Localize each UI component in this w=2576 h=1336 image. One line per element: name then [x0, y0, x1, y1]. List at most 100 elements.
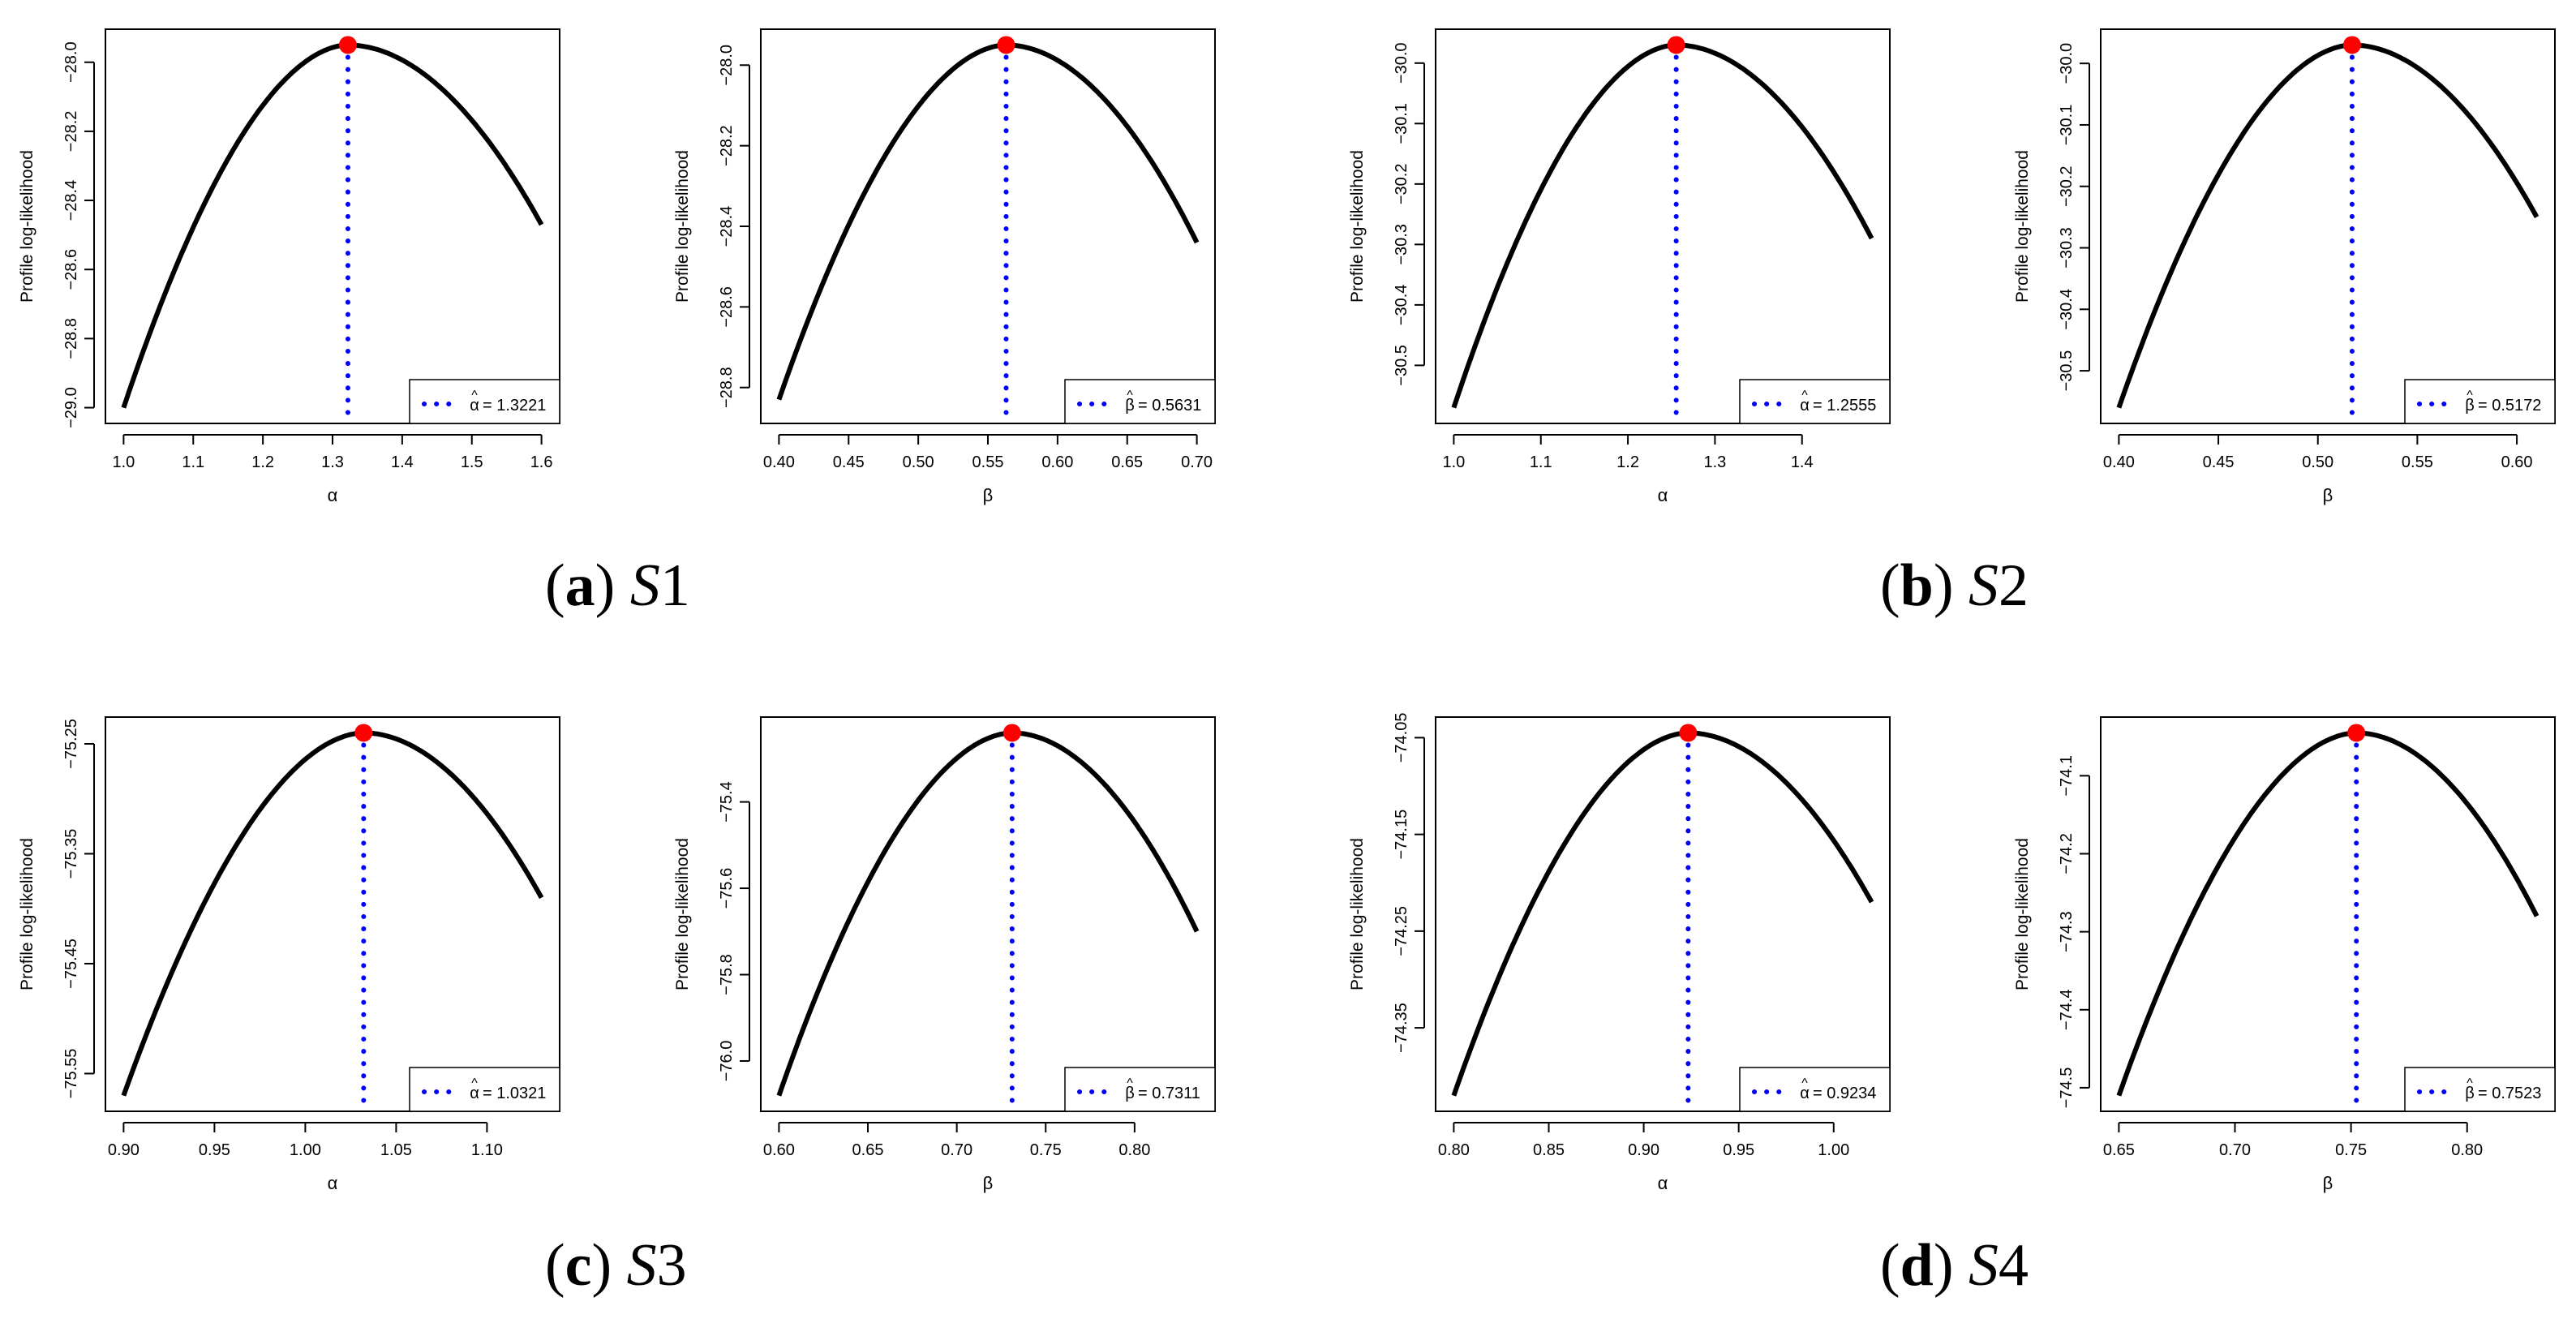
- x-tick-label: 0.40: [2103, 453, 2135, 471]
- y-tick-label: −75.35: [62, 829, 80, 879]
- caption-c: (c) S3: [545, 1232, 687, 1299]
- mle-marker: [338, 36, 357, 54]
- profile-curve: [1451, 42, 1874, 409]
- mle-marker: [1679, 724, 1698, 742]
- y-tick-label: −75.45: [62, 939, 80, 989]
- plot-frame: [760, 28, 1216, 424]
- legend: ^β = 0.5631: [1064, 379, 1216, 424]
- x-tick-label: 0.50: [2302, 453, 2333, 471]
- panel-3: 1.0 1.1 1.2 1.3 1.4 −30.5 −30.4 −30.3 −30.2 −30.1…: [1348, 28, 1891, 505]
- y-tick-label: −30.4: [1393, 285, 1410, 326]
- x-tick-label: 0.80: [1118, 1141, 1150, 1159]
- x-tick-label: 0.45: [833, 453, 865, 471]
- y-tick-label: −30.1: [2058, 105, 2076, 146]
- legend-hat: ^: [471, 389, 478, 402]
- x-axis-label: β: [2323, 1173, 2333, 1193]
- y-tick-label: −30.0: [2058, 43, 2076, 84]
- panel-6: 0.60 0.65 0.70 0.75 0.80 −76.0 −75.8 −75.6 −75.4…: [673, 716, 1216, 1193]
- y-tick-label: −28.4: [718, 206, 736, 247]
- legend-box: [1064, 1067, 1216, 1112]
- y-axis-label: Profile log-likelihood: [2013, 150, 2032, 303]
- plot-frame: [105, 716, 560, 1112]
- y-tick-label: −28.2: [62, 111, 80, 153]
- y-tick-label: −75.8: [718, 954, 736, 995]
- y-tick-label: −28.4: [62, 180, 80, 221]
- legend-box: [409, 379, 560, 424]
- x-tick-label: 1.2: [251, 453, 274, 471]
- y-tick-label: −75.55: [62, 1049, 80, 1099]
- panel-2: 0.40 0.45 0.50 0.55 0.60 0.65 0.70 −28.8 −28.6 −2…: [673, 28, 1216, 505]
- x-tick-label: 1.00: [290, 1141, 321, 1159]
- caption-b: (b) S2: [1880, 552, 2029, 619]
- legend-label: = 0.5172: [2478, 397, 2541, 415]
- caption-a: (a) S1: [545, 552, 690, 619]
- y-tick-label: −30.1: [1393, 103, 1410, 144]
- plot-frame: [2100, 28, 2556, 424]
- y-tick-label: −28.0: [718, 45, 736, 86]
- x-tick-label: 0.60: [1041, 453, 1073, 471]
- x-tick-label: 1.3: [1703, 453, 1726, 471]
- y-tick-label: −75.4: [718, 781, 736, 823]
- x-tick-label: 0.80: [1438, 1141, 1470, 1159]
- y-tick-label: −74.1: [2058, 755, 2076, 797]
- x-tick-label: 0.70: [2219, 1141, 2251, 1159]
- x-tick-label: 0.65: [2103, 1141, 2135, 1159]
- legend-symbol: β: [1125, 397, 1135, 415]
- x-tick-label: 0.75: [2335, 1141, 2367, 1159]
- y-tick-label: −28.8: [62, 318, 80, 359]
- profile-curve: [121, 42, 544, 409]
- legend-hat: ^: [1801, 389, 1808, 402]
- legend-hat: ^: [2467, 389, 2473, 402]
- plot-frame: [1435, 716, 1891, 1112]
- y-axis-label: Profile log-likelihood: [673, 150, 692, 303]
- profile-curve: [2116, 42, 2540, 409]
- legend-box: [1739, 1067, 1891, 1112]
- caption-d: (d) S4: [1880, 1232, 2029, 1299]
- x-tick-label: 1.1: [1530, 453, 1552, 471]
- legend-box: [2404, 1067, 2556, 1112]
- x-tick-label: 0.55: [972, 453, 1004, 471]
- legend-symbol: α: [1800, 1085, 1810, 1102]
- x-axis-label: α: [328, 1173, 338, 1193]
- legend-hat: ^: [1127, 1076, 1133, 1090]
- y-axis-label: Profile log-likelihood: [673, 838, 692, 990]
- x-tick-label: 1.4: [391, 453, 414, 471]
- legend-symbol: α: [470, 1085, 479, 1102]
- y-tick-label: −74.2: [2058, 833, 2076, 874]
- legend-label: = 1.2555: [1813, 397, 1876, 415]
- legend: ^β = 0.5172: [2404, 379, 2556, 424]
- panel-4: 0.40 0.45 0.50 0.55 0.60 −30.5 −30.4 −30.3 −30.2…: [2013, 28, 2556, 505]
- mle-marker: [1667, 36, 1685, 54]
- legend-symbol: α: [1800, 397, 1810, 415]
- y-tick-label: −30.2: [1393, 164, 1410, 205]
- legend: ^α = 1.2555: [1739, 379, 1891, 424]
- profile-curve: [2116, 730, 2540, 1097]
- x-tick-label: 0.45: [2203, 453, 2235, 471]
- y-tick-label: −74.3: [2058, 911, 2076, 952]
- x-tick-label: 0.65: [1111, 453, 1143, 471]
- panel-8: 0.65 0.70 0.75 0.80 −74.5 −74.4 −74.3 −74.2 −74.…: [2013, 716, 2556, 1193]
- x-tick-label: 0.90: [1628, 1141, 1659, 1159]
- mle-marker: [354, 724, 373, 742]
- panel-7: 0.80 0.85 0.90 0.95 1.00 −74.35 −74.25 −74.15 −7…: [1348, 713, 1891, 1193]
- profile-curve: [1451, 730, 1874, 1097]
- x-tick-label: 1.4: [1791, 453, 1814, 471]
- legend: ^α = 0.9234: [1739, 1067, 1891, 1112]
- x-axis-label: β: [983, 1173, 994, 1193]
- legend-symbol: β: [2465, 397, 2475, 415]
- legend: ^β = 0.7311: [1064, 1067, 1216, 1112]
- y-axis-label: Profile log-likelihood: [18, 150, 36, 303]
- legend-label: = 1.3221: [483, 397, 546, 415]
- x-axis-label: β: [2323, 485, 2333, 505]
- x-axis-label: α: [1658, 485, 1668, 505]
- y-tick-label: −74.35: [1393, 1003, 1410, 1053]
- y-axis-label: Profile log-likelihood: [1348, 838, 1367, 990]
- y-tick-label: −28.6: [718, 286, 736, 328]
- mle-marker: [1002, 724, 1021, 742]
- y-tick-label: −28.0: [62, 41, 80, 83]
- y-tick-label: −30.3: [2058, 227, 2076, 268]
- x-tick-label: 0.90: [108, 1141, 140, 1159]
- legend-label: = 0.7523: [2478, 1085, 2541, 1102]
- x-tick-label: 0.95: [199, 1141, 230, 1159]
